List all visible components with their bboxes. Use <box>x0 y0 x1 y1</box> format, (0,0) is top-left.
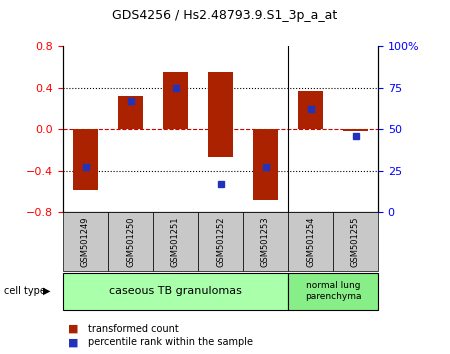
FancyBboxPatch shape <box>333 212 378 271</box>
Text: GSM501252: GSM501252 <box>216 216 225 267</box>
FancyBboxPatch shape <box>63 273 288 310</box>
Text: GSM501254: GSM501254 <box>306 216 315 267</box>
Bar <box>73 129 98 189</box>
Text: GSM501250: GSM501250 <box>126 216 135 267</box>
FancyBboxPatch shape <box>63 212 108 271</box>
Text: ■: ■ <box>68 324 78 333</box>
Text: transformed count: transformed count <box>88 324 179 333</box>
Text: GSM501253: GSM501253 <box>261 216 270 267</box>
Bar <box>163 72 188 129</box>
Text: GSM501255: GSM501255 <box>351 216 360 267</box>
Bar <box>118 96 143 129</box>
Bar <box>208 72 233 157</box>
FancyBboxPatch shape <box>243 212 288 271</box>
FancyBboxPatch shape <box>108 212 153 271</box>
Text: normal lung
parenchyma: normal lung parenchyma <box>305 281 361 301</box>
Bar <box>253 129 278 200</box>
Bar <box>343 129 368 131</box>
Text: percentile rank within the sample: percentile rank within the sample <box>88 337 253 347</box>
FancyBboxPatch shape <box>288 273 378 310</box>
FancyBboxPatch shape <box>153 212 198 271</box>
Text: GDS4256 / Hs2.48793.9.S1_3p_a_at: GDS4256 / Hs2.48793.9.S1_3p_a_at <box>112 9 338 22</box>
FancyBboxPatch shape <box>288 212 333 271</box>
Bar <box>298 91 323 129</box>
FancyBboxPatch shape <box>198 212 243 271</box>
Text: GSM501251: GSM501251 <box>171 216 180 267</box>
Text: ■: ■ <box>68 337 78 347</box>
Text: cell type: cell type <box>4 286 46 296</box>
Text: ▶: ▶ <box>43 286 50 296</box>
Text: caseous TB granulomas: caseous TB granulomas <box>109 286 242 296</box>
Text: GSM501249: GSM501249 <box>81 216 90 267</box>
